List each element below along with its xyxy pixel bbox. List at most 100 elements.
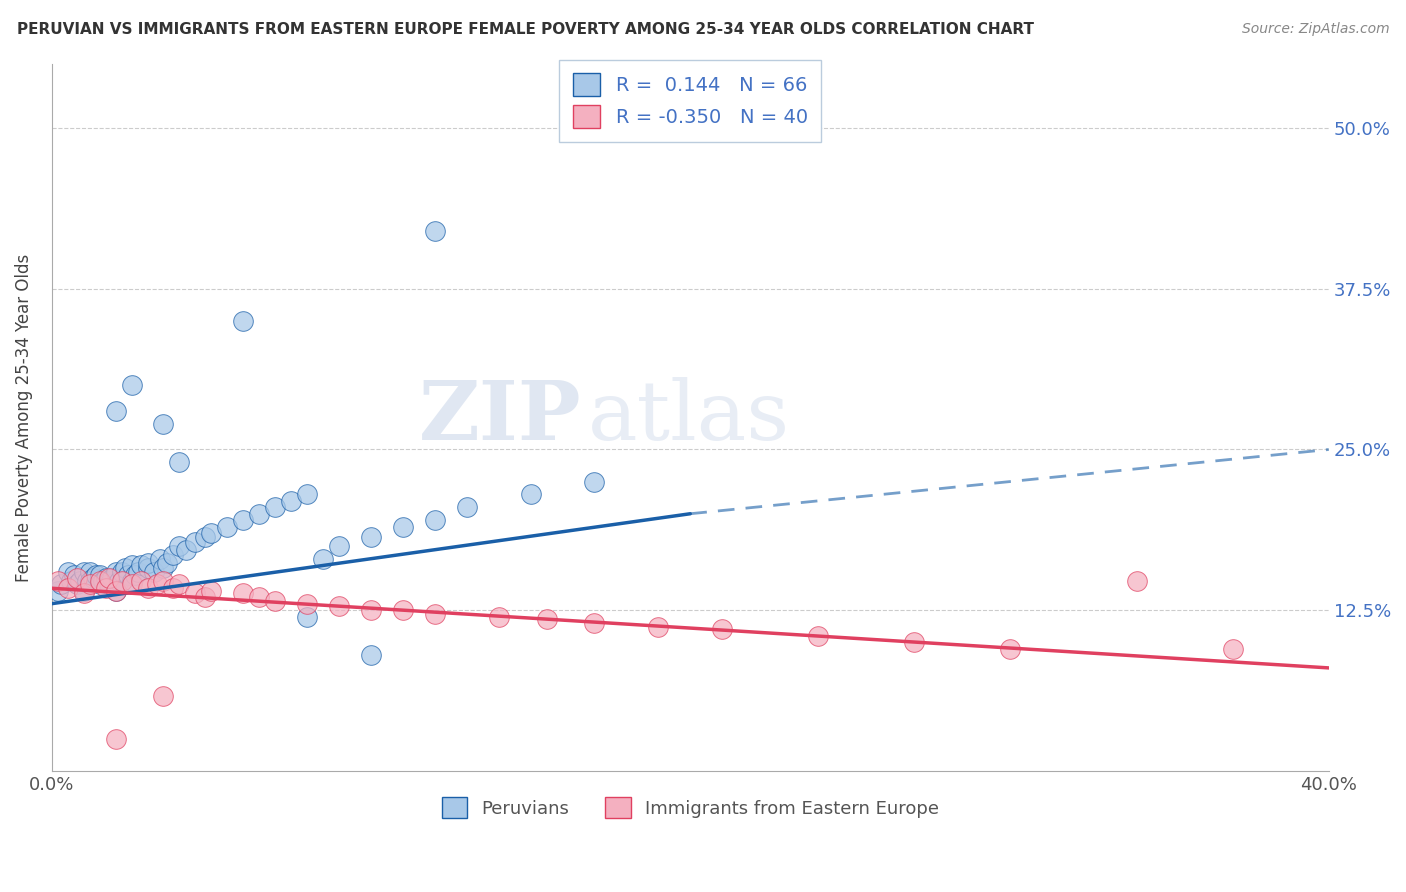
Point	[104, 404, 127, 418]
Point	[162, 581, 184, 595]
Point	[152, 560, 174, 574]
Point	[156, 556, 179, 570]
Point	[456, 500, 478, 515]
Point	[247, 591, 270, 605]
Point	[146, 577, 169, 591]
Point	[121, 378, 143, 392]
Point	[295, 597, 318, 611]
Point	[104, 583, 127, 598]
Point	[1126, 574, 1149, 588]
Point	[162, 548, 184, 562]
Point	[82, 571, 104, 585]
Point	[107, 574, 129, 588]
Point	[136, 556, 159, 570]
Point	[66, 571, 89, 585]
Point	[360, 603, 382, 617]
Point	[423, 607, 446, 621]
Point	[66, 577, 89, 591]
Point	[79, 574, 101, 588]
Point	[129, 574, 152, 588]
Point	[152, 689, 174, 703]
Point	[232, 314, 254, 328]
Point	[142, 565, 165, 579]
Point	[264, 500, 287, 515]
Point	[194, 530, 217, 544]
Point	[200, 526, 222, 541]
Point	[583, 475, 606, 489]
Point	[194, 591, 217, 605]
Point	[536, 612, 558, 626]
Point	[152, 417, 174, 431]
Point	[136, 560, 159, 574]
Point	[51, 577, 73, 591]
Point	[124, 568, 146, 582]
Point	[89, 568, 111, 582]
Point	[76, 574, 98, 588]
Point	[121, 574, 143, 588]
Point	[360, 530, 382, 544]
Text: Source: ZipAtlas.com: Source: ZipAtlas.com	[1241, 22, 1389, 37]
Point	[423, 513, 446, 527]
Point	[360, 648, 382, 662]
Point	[647, 620, 669, 634]
Point	[46, 574, 69, 588]
Point	[328, 599, 350, 614]
Point	[89, 574, 111, 588]
Point	[169, 577, 191, 591]
Point	[117, 568, 139, 582]
Point	[295, 609, 318, 624]
Point	[217, 519, 239, 533]
Point	[519, 487, 541, 501]
Point	[63, 568, 86, 582]
Point	[73, 583, 96, 598]
Point	[111, 565, 134, 579]
Point	[91, 574, 114, 588]
Point	[169, 455, 191, 469]
Point	[79, 577, 101, 591]
Legend: Peruvians, Immigrants from Eastern Europe: Peruvians, Immigrants from Eastern Europ…	[434, 790, 946, 825]
Point	[104, 731, 127, 746]
Point	[94, 581, 117, 595]
Point	[56, 581, 79, 595]
Point	[423, 224, 446, 238]
Point	[998, 641, 1021, 656]
Point	[392, 603, 415, 617]
Point	[488, 609, 510, 624]
Point	[46, 583, 69, 598]
Point	[89, 577, 111, 591]
Point	[200, 583, 222, 598]
Point	[121, 558, 143, 573]
Point	[94, 571, 117, 585]
Point	[247, 507, 270, 521]
Point	[295, 487, 318, 501]
Point	[312, 551, 335, 566]
Point	[104, 583, 127, 598]
Point	[136, 581, 159, 595]
Point	[59, 574, 82, 588]
Point	[232, 586, 254, 600]
Point	[121, 577, 143, 591]
Text: ZIP: ZIP	[419, 377, 582, 458]
Point	[101, 571, 124, 585]
Point	[174, 542, 197, 557]
Point	[184, 535, 207, 549]
Point	[73, 565, 96, 579]
Point	[129, 558, 152, 573]
Point	[56, 565, 79, 579]
Point	[98, 571, 121, 585]
Point	[152, 574, 174, 588]
Point	[86, 568, 108, 582]
Point	[807, 629, 830, 643]
Point	[392, 519, 415, 533]
Point	[73, 586, 96, 600]
Point	[98, 574, 121, 588]
Point	[184, 586, 207, 600]
Point	[111, 574, 134, 588]
Point	[114, 560, 136, 574]
Point	[104, 565, 127, 579]
Point	[711, 623, 734, 637]
Point	[69, 574, 91, 588]
Point	[328, 539, 350, 553]
Point	[98, 577, 121, 591]
Point	[232, 513, 254, 527]
